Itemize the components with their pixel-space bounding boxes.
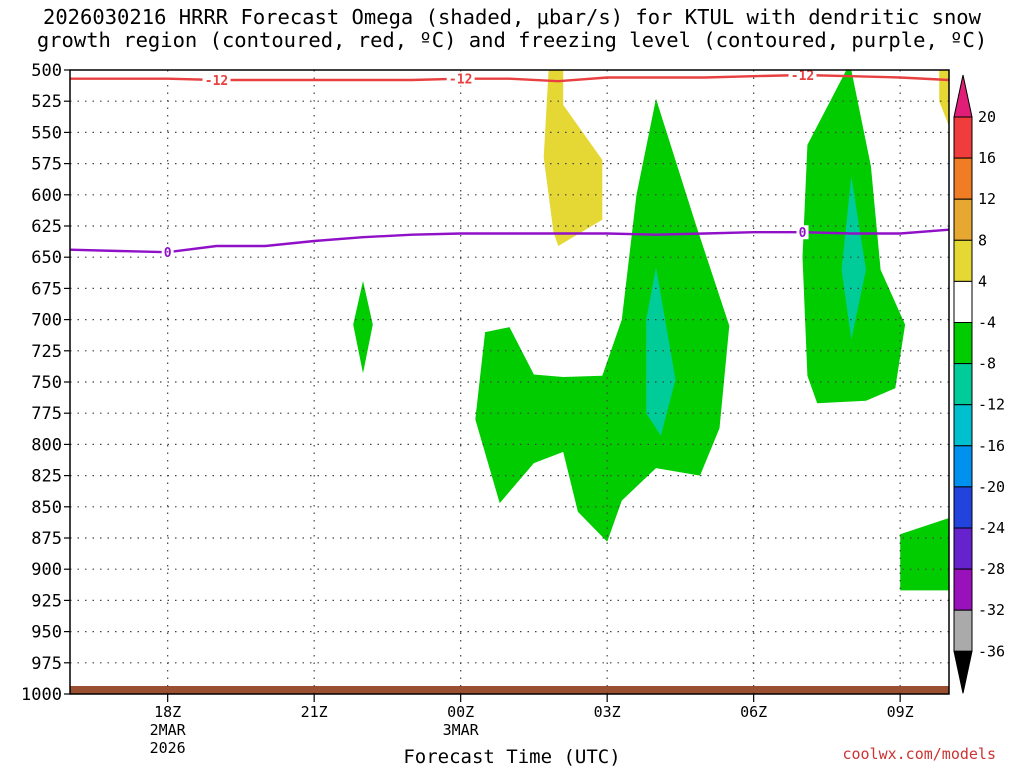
y-tick-label-925: 925 bbox=[31, 591, 62, 611]
colorbar-label-6: -8 bbox=[978, 355, 996, 373]
contour-line-0 bbox=[70, 73, 950, 83]
omega-region-1 bbox=[939, 70, 949, 127]
contour-label-0-2: -12 bbox=[791, 69, 814, 84]
colorbar-swatch-3 bbox=[953, 198, 973, 241]
colorbar-label-4: 4 bbox=[978, 272, 987, 290]
contour-label-0-1: -12 bbox=[449, 73, 472, 88]
colorbar-swatch-13 bbox=[953, 609, 973, 652]
y-tick-label-675: 675 bbox=[31, 279, 62, 299]
colorbar-swatch-11 bbox=[953, 527, 973, 570]
y-tick-label-775: 775 bbox=[31, 404, 62, 424]
omega-region-7 bbox=[841, 176, 866, 340]
y-tick-label-900: 900 bbox=[31, 560, 62, 580]
colorbar-label-3: 8 bbox=[978, 231, 987, 249]
title-line-1: 2026030216 HRRR Forecast Omega (shaded, … bbox=[43, 5, 981, 29]
y-tick-label-1000: 1000 bbox=[21, 685, 62, 705]
colorbar-swatch-2 bbox=[953, 157, 973, 200]
colorbar-label-1: 16 bbox=[978, 149, 996, 167]
colorbar-swatch-1 bbox=[953, 116, 973, 159]
y-tick-label-975: 975 bbox=[31, 654, 62, 674]
x-tick-label-18Z: 18Z bbox=[154, 703, 181, 721]
contour-label-1-1: 0 bbox=[799, 226, 807, 241]
x-tick-date-18Z: 2MAR bbox=[150, 721, 187, 739]
colorbar-swatch-9 bbox=[953, 445, 973, 488]
colorbar-label-11: -28 bbox=[978, 560, 1005, 578]
colorbar-label-7: -12 bbox=[978, 396, 1005, 414]
x-tick-label-00Z: 00Z bbox=[447, 703, 474, 721]
x-tick-date-00Z: 3MAR bbox=[443, 721, 480, 739]
y-tick-label-800: 800 bbox=[31, 435, 62, 455]
colorbar-label-12: -32 bbox=[978, 601, 1005, 619]
contour-label-bg-1-0 bbox=[161, 245, 174, 260]
colorbar-label-5: -4 bbox=[978, 314, 996, 332]
y-tick-label-650: 650 bbox=[31, 248, 62, 268]
y-tick-label-500: 500 bbox=[31, 61, 62, 81]
colorbar-swatch-5 bbox=[953, 280, 973, 323]
contour-lines: -12 -12 -12 0 0 bbox=[69, 67, 950, 261]
y-tick-label-725: 725 bbox=[31, 342, 62, 362]
omega-region-3 bbox=[475, 98, 730, 542]
contour-label-bg-0-0 bbox=[202, 72, 231, 87]
y-tick-label-625: 625 bbox=[31, 217, 62, 237]
y-tick-label-700: 700 bbox=[31, 311, 62, 331]
y-axis: 500 525 550 575 600 625 650 675 700 725 750 775 800 8… bbox=[21, 61, 70, 705]
colorbar-label-8: -16 bbox=[978, 437, 1005, 455]
colorbar-bottom-arrow bbox=[953, 650, 973, 694]
colorbar-top-arrow bbox=[953, 74, 973, 118]
credit-link[interactable]: coolwx.com/models bbox=[842, 745, 996, 763]
omega-region-0 bbox=[543, 70, 603, 246]
contour-label-bg-0-2 bbox=[788, 67, 817, 82]
y-tick-label-550: 550 bbox=[31, 123, 62, 143]
colorbar-swatch-4 bbox=[953, 239, 973, 282]
colorbar-swatch-12 bbox=[953, 568, 973, 611]
colorbar-swatch-7 bbox=[953, 363, 973, 406]
x-tick-label-21Z: 21Z bbox=[301, 703, 328, 721]
y-tick-label-825: 825 bbox=[31, 467, 62, 487]
x-axis-title: Forecast Time (UTC) bbox=[403, 746, 621, 768]
omega-shading bbox=[353, 70, 949, 591]
x-tick-label-09Z: 09Z bbox=[887, 703, 914, 721]
colorbar-label-2: 12 bbox=[978, 190, 996, 208]
x-tick-label-03Z: 03Z bbox=[594, 703, 621, 721]
x-tick-label-06Z: 06Z bbox=[740, 703, 767, 721]
colorbar-swatch-10 bbox=[953, 486, 973, 529]
colorbar-label-10: -24 bbox=[978, 519, 1005, 537]
colorbar-label-13: -36 bbox=[978, 642, 1005, 660]
y-tick-label-750: 750 bbox=[31, 373, 62, 393]
y-tick-label-850: 850 bbox=[31, 498, 62, 518]
omega-region-5 bbox=[900, 518, 949, 591]
contour-label-bg-1-1 bbox=[796, 225, 809, 240]
y-tick-label-950: 950 bbox=[31, 623, 62, 643]
terrain-ground bbox=[70, 686, 949, 694]
omega-region-2 bbox=[353, 280, 373, 374]
y-tick-label-875: 875 bbox=[31, 529, 62, 549]
y-tick-label-525: 525 bbox=[31, 92, 62, 112]
contour-label-bg-0-1 bbox=[446, 71, 475, 86]
colorbar-label-9: -20 bbox=[978, 478, 1005, 496]
colorbar: 20 16 12 8 4 -4 -8 -12 -16 -20 -24 -28 -32 -36 bbox=[953, 74, 1005, 694]
contour-label-1-0: 0 bbox=[164, 246, 172, 261]
colorbar-swatch-8 bbox=[953, 404, 973, 447]
y-tick-label-600: 600 bbox=[31, 186, 62, 206]
colorbar-label-0: 20 bbox=[978, 108, 996, 126]
x-tick-year-18Z: 2026 bbox=[150, 739, 186, 757]
colorbar-swatch-6 bbox=[953, 322, 973, 365]
contour-label-0-0: -12 bbox=[205, 74, 228, 89]
title-line-2: growth region (contoured, red, ºC) and f… bbox=[36, 28, 988, 52]
chart-title: 2026030216 HRRR Forecast Omega (shaded, … bbox=[0, 6, 1024, 52]
y-tick-label-575: 575 bbox=[31, 155, 62, 175]
omega-region-6 bbox=[646, 267, 676, 436]
